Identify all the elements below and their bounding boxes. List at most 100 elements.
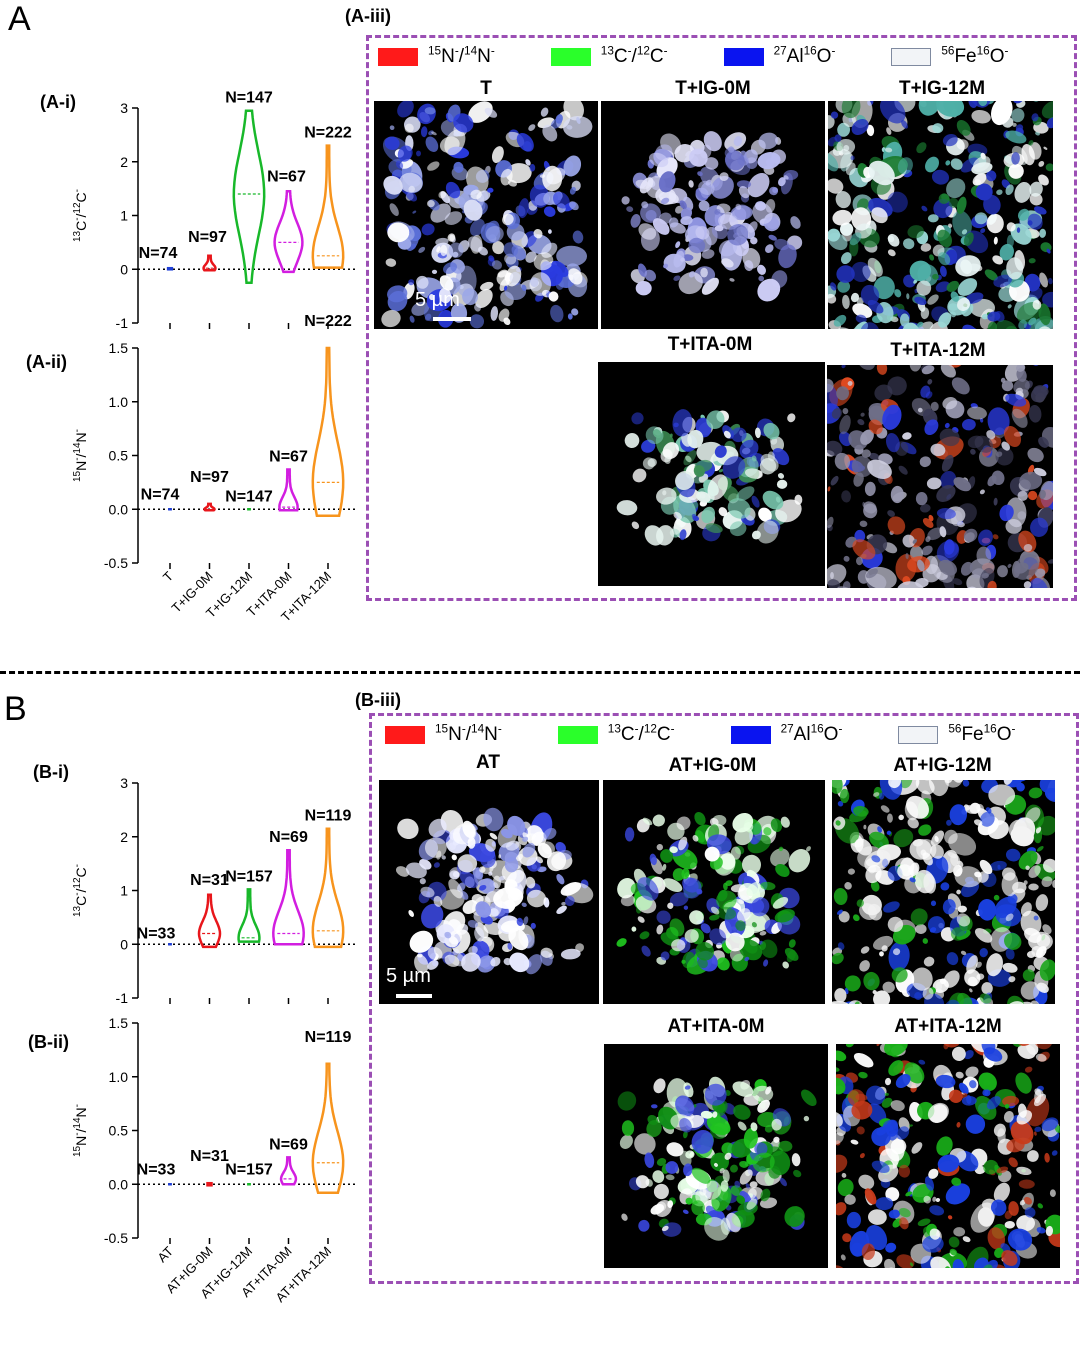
particle — [993, 1182, 1010, 1203]
particle — [1001, 441, 1010, 451]
particle — [860, 284, 880, 306]
particle — [949, 1248, 958, 1256]
particle — [919, 456, 931, 468]
legend-label-n: 15N-/14N- — [435, 722, 502, 745]
particle — [626, 206, 634, 212]
particle — [931, 169, 950, 185]
particle — [836, 1067, 840, 1072]
particle — [1001, 380, 1014, 392]
particle — [491, 146, 504, 164]
particle — [932, 273, 939, 280]
particle — [687, 429, 704, 449]
particle — [660, 197, 670, 205]
y-tick-label: 0.0 — [109, 1176, 129, 1192]
particle — [641, 201, 649, 209]
particle — [459, 871, 479, 888]
particle — [897, 864, 914, 880]
particle — [638, 1219, 650, 1232]
particle — [827, 440, 843, 456]
particle — [838, 911, 850, 923]
image-title-a-t: T — [480, 78, 492, 99]
particle — [936, 540, 960, 563]
particle — [995, 320, 1018, 329]
particle — [879, 792, 885, 800]
particle — [564, 896, 575, 906]
particle — [666, 1142, 684, 1157]
particle — [929, 927, 937, 933]
particle — [620, 894, 636, 907]
particle — [863, 824, 867, 830]
particle — [1034, 568, 1046, 578]
particle — [767, 451, 775, 462]
particle — [550, 118, 562, 129]
particle — [408, 279, 415, 286]
particle — [552, 191, 570, 209]
particle — [955, 255, 981, 277]
particle — [533, 252, 554, 271]
particle — [571, 308, 579, 316]
particle — [836, 1132, 844, 1145]
particle — [876, 1044, 880, 1047]
particle — [675, 205, 684, 214]
particle — [425, 136, 439, 153]
particle — [704, 846, 720, 862]
particle — [964, 969, 981, 987]
particle — [656, 1201, 667, 1212]
particle — [1001, 1250, 1018, 1266]
particle — [887, 516, 906, 535]
particle — [839, 788, 850, 804]
particle — [929, 1228, 941, 1240]
particle — [1027, 213, 1043, 230]
particle — [488, 255, 495, 262]
particle — [923, 1195, 931, 1204]
particle — [987, 1227, 1006, 1250]
particle — [920, 243, 932, 252]
particle — [853, 805, 869, 817]
particle — [1024, 1066, 1033, 1073]
particle — [635, 179, 651, 190]
particle — [719, 172, 729, 182]
particle — [830, 282, 837, 291]
particle — [865, 1225, 888, 1251]
particle — [525, 876, 536, 889]
particle — [672, 868, 685, 881]
particle — [963, 528, 978, 543]
particle — [772, 896, 789, 909]
particle — [873, 990, 891, 1004]
particle — [639, 931, 650, 940]
particle — [1042, 291, 1053, 308]
particle — [550, 304, 564, 323]
particle — [769, 186, 779, 196]
particle — [1004, 1210, 1013, 1220]
particle — [850, 292, 860, 303]
particle — [887, 191, 908, 213]
particle — [916, 321, 924, 328]
particle — [1011, 152, 1020, 165]
particle — [427, 199, 435, 208]
violin-t-ita-12m — [311, 346, 345, 517]
particle — [493, 886, 524, 909]
particle — [865, 568, 878, 579]
particle — [721, 1142, 734, 1155]
particle — [988, 784, 1016, 806]
nanosims-image-a-t — [374, 101, 598, 329]
count-label: N=97 — [188, 229, 227, 246]
particle — [710, 1152, 730, 1172]
particle — [521, 284, 527, 292]
particle — [1010, 1120, 1034, 1145]
particle — [440, 244, 448, 257]
particle — [525, 954, 543, 975]
particle — [441, 855, 446, 860]
particle — [830, 111, 839, 119]
particle — [898, 814, 904, 821]
particle — [683, 1082, 694, 1098]
particle — [551, 260, 569, 278]
particle — [1007, 1228, 1033, 1251]
particle — [840, 252, 852, 265]
particle — [716, 957, 730, 971]
particle — [939, 428, 960, 447]
particle — [956, 889, 961, 895]
particle — [1005, 393, 1027, 407]
particle — [1021, 143, 1035, 166]
particle — [1038, 174, 1049, 186]
